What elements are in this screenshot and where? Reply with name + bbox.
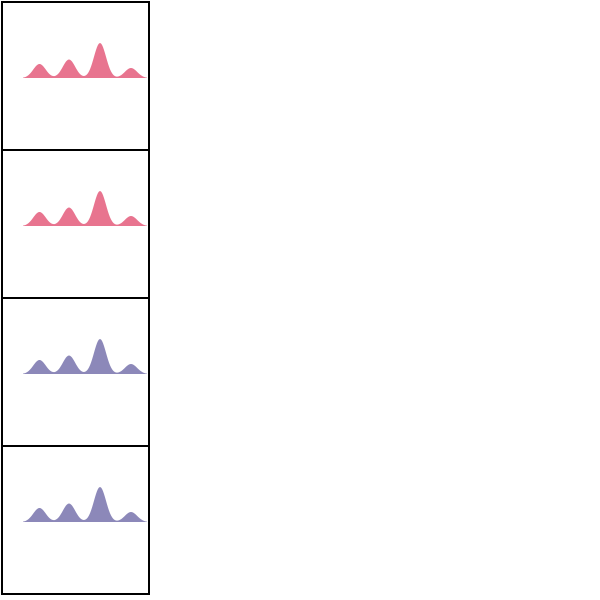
density-plot xyxy=(23,339,147,374)
density-plot xyxy=(23,487,147,522)
facet-column xyxy=(1,1,150,595)
density-area xyxy=(23,487,147,522)
density-area xyxy=(23,43,147,78)
facet-panel-4 xyxy=(1,445,150,595)
density-plot xyxy=(23,191,147,226)
density-area xyxy=(23,339,147,374)
facet-panel-3 xyxy=(1,297,150,447)
density-area xyxy=(23,191,147,226)
facet-panel-2 xyxy=(1,149,150,299)
density-plot xyxy=(23,43,147,78)
facet-panel-1 xyxy=(1,1,150,151)
